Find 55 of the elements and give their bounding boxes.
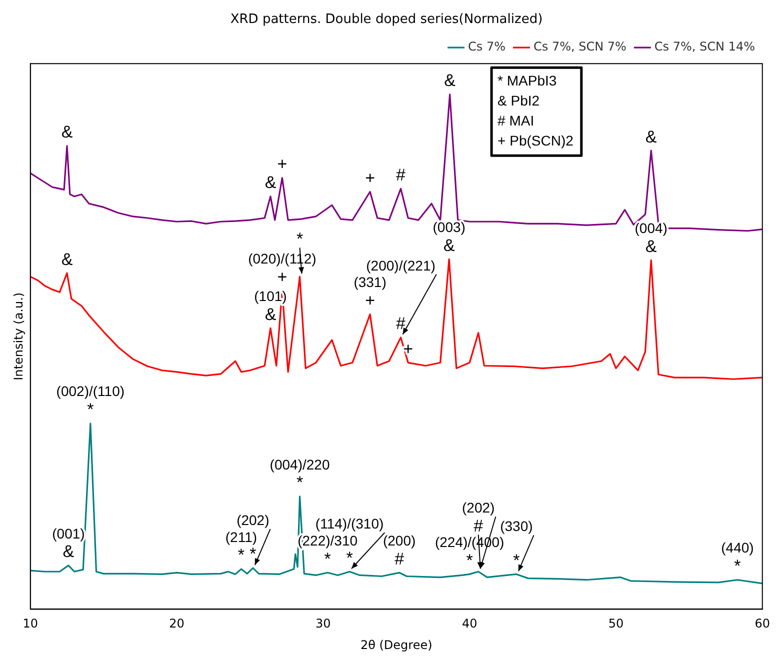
annotation: (004) — [634, 220, 668, 236]
legend-label: Cs 7% — [468, 40, 506, 54]
annotation: (440) — [721, 540, 754, 556]
annotation: * — [734, 556, 742, 576]
annotation: (200) — [382, 532, 416, 549]
annotation: * — [296, 473, 304, 492]
annotation: (202) — [462, 499, 495, 516]
annotation: + Pb(SCN)2 — [498, 132, 574, 148]
annotation: + — [365, 168, 376, 188]
x-axis-title: 2θ (Degree) — [360, 638, 432, 652]
x-tick-label: 60 — [754, 616, 770, 631]
annotation: (331) — [354, 274, 386, 290]
annotation: & — [443, 236, 456, 255]
annotation: * — [466, 550, 474, 570]
text: * MAPbI3 — [498, 72, 557, 88]
annotation: * — [346, 548, 354, 568]
legend-label: Cs 7%, SCN 7% — [533, 40, 626, 54]
annotation: + — [277, 267, 288, 286]
annotation: * — [296, 229, 304, 248]
annotation: (200)/(221) — [366, 257, 436, 274]
annotation: # — [474, 516, 484, 536]
annotation: # — [396, 314, 406, 334]
annotation: # — [394, 549, 405, 568]
y-axis-title: Intensity (a.u.) — [11, 292, 26, 380]
x-tick-label: 20 — [169, 616, 184, 631]
annotation: # — [396, 165, 406, 184]
annotation: # MAI — [498, 112, 534, 128]
annotation: (211) — [225, 528, 258, 545]
annotation: & — [444, 71, 456, 90]
annotation: (114)/(310) — [315, 515, 384, 532]
annotation: + — [365, 290, 376, 310]
annotation: (002)/(110) — [56, 383, 125, 400]
x-tick-label: 30 — [316, 616, 331, 631]
annotation: & — [61, 250, 74, 269]
annotation: & — [62, 542, 75, 562]
annotation: & — [61, 122, 74, 142]
x-tick-label: 10 — [22, 616, 38, 631]
chart-title: XRD patterns. Double doped series(Normalized) — [230, 12, 543, 28]
annotation: (003) — [432, 219, 466, 236]
annotation: * — [324, 549, 332, 568]
annotation: (001) — [52, 525, 85, 542]
annotation: (004)/220 — [270, 456, 330, 472]
x-tick-label: 40 — [462, 616, 478, 631]
annotation: & — [645, 236, 658, 256]
annotation: & — [645, 127, 658, 146]
annotation: (202) — [236, 512, 270, 528]
legend-label: Cs 7%, SCN 14% — [654, 40, 756, 54]
annotation: & PbI2 — [498, 92, 540, 108]
annotation: * — [87, 400, 94, 420]
annotation: * — [238, 546, 245, 565]
annotation: + — [277, 154, 288, 174]
annotation: (330) — [500, 518, 533, 534]
annotation: & — [264, 304, 277, 324]
x-tick-label: 50 — [608, 616, 624, 631]
annotation: & — [264, 173, 277, 192]
